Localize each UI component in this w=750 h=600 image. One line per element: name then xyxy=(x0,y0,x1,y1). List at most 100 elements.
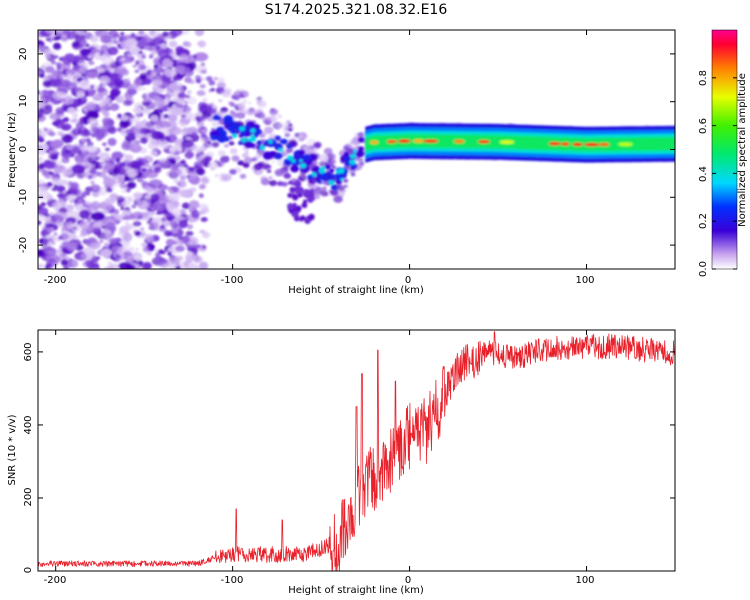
noise-blob xyxy=(38,45,46,53)
noise-blob xyxy=(38,214,43,220)
noise-blob xyxy=(211,141,220,148)
noise-blob xyxy=(38,113,41,118)
noise-blob xyxy=(110,30,117,35)
noise-blob xyxy=(232,91,239,97)
noise-blob xyxy=(82,190,90,196)
noise-blob xyxy=(174,150,180,155)
noise-blob xyxy=(207,141,212,144)
noise-blob xyxy=(179,174,187,181)
chirp-blob xyxy=(243,124,251,131)
chirp-blob xyxy=(355,150,365,158)
noise-blob xyxy=(50,60,57,65)
signal-band-layer xyxy=(365,134,675,152)
noise-blob xyxy=(134,169,139,174)
noise-blob xyxy=(43,127,48,132)
colorbar-label: Normalized spectral amplitude xyxy=(737,73,748,227)
noise-blob xyxy=(187,262,198,269)
noise-blob xyxy=(219,155,230,163)
noise-blob xyxy=(85,138,91,143)
noise-blob xyxy=(102,177,116,187)
noise-blob xyxy=(161,217,166,222)
chirp-blob xyxy=(213,114,220,121)
noise-blob xyxy=(123,251,133,258)
chirp-blob xyxy=(275,135,281,141)
noise-blob xyxy=(61,169,66,173)
noise-blob xyxy=(128,132,136,137)
noise-blob xyxy=(77,199,83,203)
noise-blob xyxy=(117,167,127,175)
snr-ytick-label: 200 xyxy=(23,487,34,506)
noise-blob xyxy=(239,90,249,98)
noise-blob xyxy=(175,245,185,252)
noise-blob xyxy=(152,79,163,87)
noise-blob xyxy=(72,41,80,48)
noise-blob xyxy=(284,132,291,138)
noise-blob xyxy=(183,110,193,120)
chirp-blob xyxy=(358,146,364,152)
noise-blob xyxy=(130,160,143,169)
noise-blob xyxy=(55,107,65,115)
noise-blob xyxy=(61,97,74,106)
noise-blob xyxy=(60,259,69,266)
noise-blob xyxy=(53,184,58,189)
chirp-blob xyxy=(244,141,251,147)
noise-blob xyxy=(323,147,333,155)
noise-blob xyxy=(119,161,127,168)
noise-blob xyxy=(157,249,164,255)
noise-blob xyxy=(104,162,115,171)
colorbar-gradient xyxy=(711,29,738,270)
noise-blob xyxy=(80,252,87,259)
noise-blob xyxy=(95,30,109,38)
noise-blob xyxy=(105,147,110,152)
noise-blob xyxy=(158,140,170,150)
noise-blob xyxy=(45,234,53,240)
noise-blob xyxy=(46,217,53,224)
noise-blob xyxy=(157,159,171,168)
chirp-blob xyxy=(302,199,308,204)
noise-blob xyxy=(98,251,105,256)
noise-blob xyxy=(291,140,297,145)
noise-blob xyxy=(257,100,267,108)
noise-blob xyxy=(142,246,149,253)
noise-blob xyxy=(191,131,197,136)
noise-blob xyxy=(321,186,327,191)
snr-xtick-label: -100 xyxy=(221,575,244,586)
noise-blob xyxy=(38,90,41,95)
noise-blob xyxy=(38,263,46,269)
noise-blob xyxy=(184,76,192,84)
noise-blob xyxy=(144,163,150,168)
noise-blob xyxy=(154,255,162,262)
noise-blob xyxy=(134,231,142,236)
chirp-core xyxy=(259,145,266,151)
noise-blob xyxy=(133,106,142,115)
noise-blob xyxy=(133,78,143,87)
noise-blob xyxy=(109,237,119,245)
noise-blob xyxy=(329,159,337,165)
noise-blob xyxy=(136,39,147,47)
chirp-blob xyxy=(324,164,331,170)
noise-blob xyxy=(53,42,62,50)
noise-blob xyxy=(205,76,213,82)
noise-blob xyxy=(251,157,257,162)
noise-blob xyxy=(194,244,201,249)
noise-blob xyxy=(242,162,250,168)
noise-blob xyxy=(138,30,145,35)
noise-blob xyxy=(38,128,42,135)
noise-blob xyxy=(137,65,145,71)
noise-blob xyxy=(184,104,189,108)
noise-blob xyxy=(88,46,96,51)
noise-blob xyxy=(313,141,322,149)
noise-blob xyxy=(675,148,679,153)
spectrogram-ytick-label: 0 xyxy=(18,146,29,152)
noise-blob xyxy=(156,74,163,81)
noise-blob xyxy=(51,177,62,185)
noise-blob xyxy=(102,142,107,147)
noise-blob xyxy=(71,118,79,123)
noise-blob xyxy=(39,73,45,78)
noise-blob xyxy=(153,40,160,45)
noise-blob xyxy=(124,221,130,226)
noise-blob xyxy=(343,179,349,183)
chirp-blob xyxy=(319,172,329,181)
noise-blob xyxy=(67,72,72,78)
noise-blob xyxy=(60,132,65,137)
